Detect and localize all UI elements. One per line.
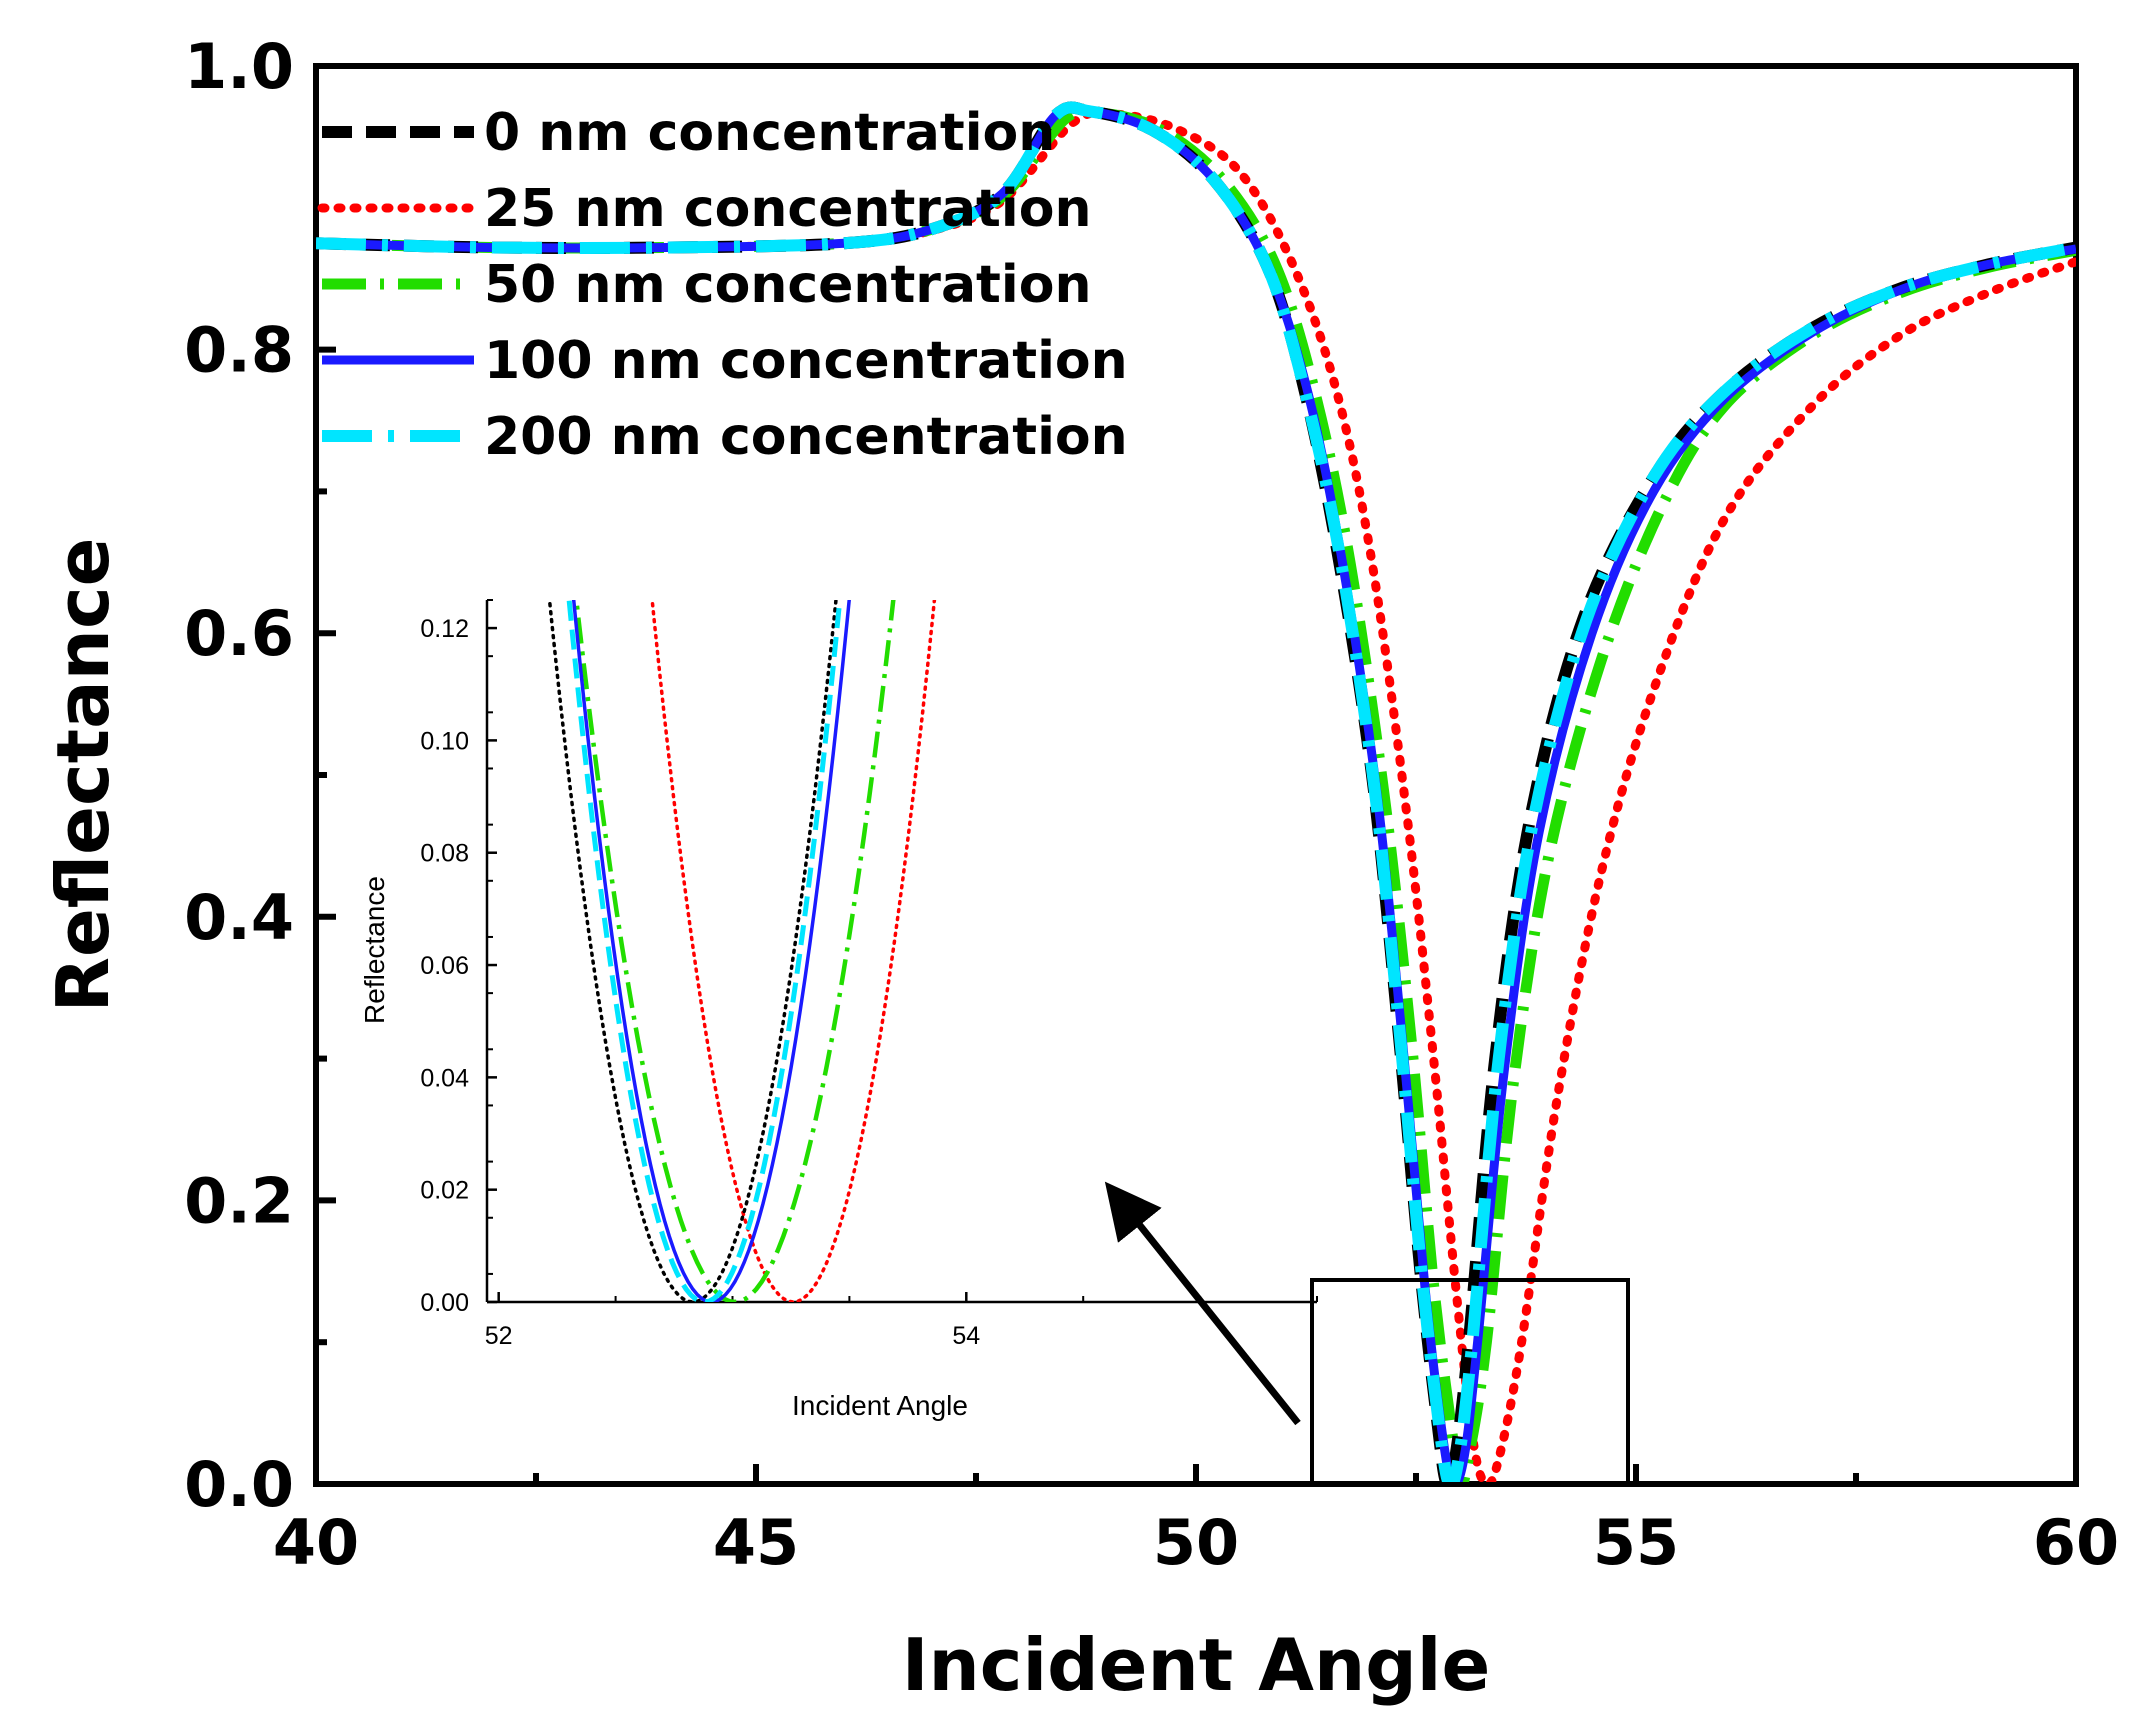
legend-label: 100 nm concentration	[484, 331, 1128, 391]
main-x-tick-label: 50	[1153, 1506, 1239, 1579]
legend-item: 200 nm concentration	[322, 407, 1128, 467]
legend-item: 0 nm concentration	[322, 103, 1055, 163]
legend-item: 50 nm concentration	[322, 255, 1091, 315]
main-y-tick-label: 0.2	[184, 1164, 294, 1237]
zoom-region-box	[1310, 1278, 1630, 1486]
main-x-tick-label: 40	[273, 1506, 359, 1579]
main-series-line-200nm	[316, 101, 2076, 1484]
inset-series-line-100nm	[571, 600, 851, 1302]
inset-y-tick-label: 0.06	[420, 952, 469, 980]
legend-label: 25 nm concentration	[484, 179, 1091, 239]
zoom-arrow	[1104, 1181, 1301, 1426]
main-axis-ticks: 40 45 50 55 60 0.0 0.2 0.4 0.6 0.8 1.0	[184, 30, 2119, 1579]
main-y-axis-title: Reflectance	[41, 538, 125, 1013]
inset-y-axis-title: Reflectance	[359, 876, 390, 1024]
inset-y-tick-label: 0.12	[420, 615, 469, 643]
inset-y-tick-label: 0.04	[420, 1064, 469, 1092]
main-y-tick-label: 1.0	[184, 30, 294, 103]
inset-x-tick-label: 52	[485, 1322, 513, 1350]
main-y-tick-label: 0.8	[184, 314, 294, 387]
main-y-tick-label: 0.4	[184, 881, 294, 954]
legend: 0 nm concentration 25 nm concentration 50 …	[317, 103, 1128, 467]
inset-x-axis-title: Incident Angle	[792, 1390, 968, 1421]
main-x-axis-title: Incident Angle	[902, 1623, 1491, 1707]
main-y-tick-label: 0.6	[184, 597, 294, 670]
main-y-tick-label: 0.0	[184, 1448, 294, 1521]
legend-label: 50 nm concentration	[484, 255, 1091, 315]
main-series-group	[316, 101, 2076, 1484]
legend-item: 25 nm concentration	[317, 179, 1091, 239]
main-x-tick-label: 45	[713, 1506, 799, 1579]
main-x-tick-label: 60	[2033, 1506, 2119, 1579]
inset-series-group	[547, 600, 937, 1302]
inset-y-tick-label: 0.02	[420, 1177, 469, 1205]
legend-label: 0 nm concentration	[484, 103, 1055, 163]
inset-y-tick-label: 0.00	[420, 1289, 469, 1317]
main-series-line-25nm	[316, 108, 2076, 1484]
main-series-line-50nm	[316, 104, 2076, 1484]
legend-item: 100 nm concentration	[322, 331, 1128, 391]
inset-series-line-25nm	[650, 600, 937, 1302]
inset-y-tick-label: 0.08	[420, 840, 469, 868]
inset-axis-ticks: 52 54 0.00 0.02 0.04 0.06 0.08 0.10 0.12	[420, 599, 1318, 1350]
inset-chart: 52 54 0.00 0.02 0.04 0.06 0.08 0.10 0.12 Reflect…	[359, 599, 1318, 1421]
inset-series-line-0nm	[547, 600, 838, 1302]
inset-series-line-50nm	[574, 600, 896, 1302]
inset-y-tick-label: 0.10	[420, 727, 469, 755]
main-x-tick-label: 55	[1593, 1506, 1679, 1579]
legend-label: 200 nm concentration	[484, 407, 1128, 467]
inset-x-tick-label: 54	[952, 1322, 980, 1350]
inset-series-line-200nm	[566, 600, 843, 1302]
